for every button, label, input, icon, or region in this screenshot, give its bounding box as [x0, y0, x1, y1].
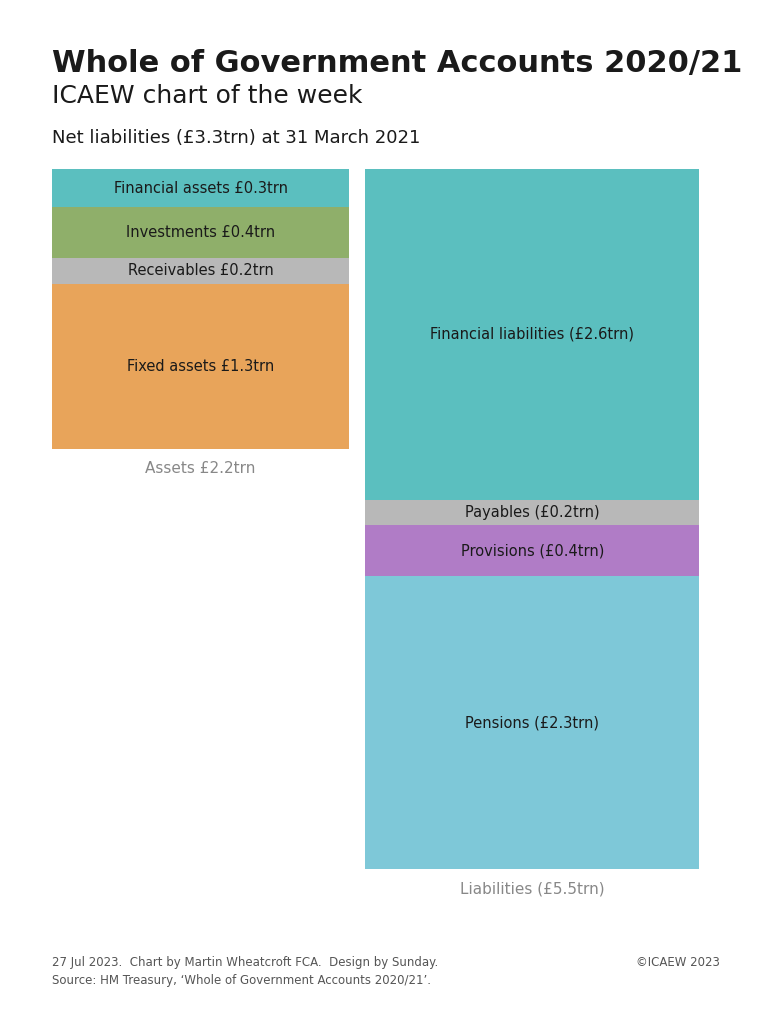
Bar: [52, 169, 349, 207]
Text: Provisions (£0.4trn): Provisions (£0.4trn): [461, 544, 604, 558]
Bar: [52, 207, 349, 258]
Bar: [366, 525, 699, 577]
Text: Financial assets £0.3trn: Financial assets £0.3trn: [114, 180, 288, 196]
Bar: [366, 500, 699, 525]
Text: ICAEW chart of the week: ICAEW chart of the week: [52, 84, 362, 108]
Bar: [52, 258, 349, 284]
Text: Fixed assets £1.3trn: Fixed assets £1.3trn: [127, 358, 274, 374]
Text: Assets £2.2trn: Assets £2.2trn: [145, 461, 256, 476]
Bar: [366, 577, 699, 869]
Text: Net liabilities (£3.3trn) at 31 March 2021: Net liabilities (£3.3trn) at 31 March 20…: [52, 129, 420, 147]
Text: Liabilities (£5.5trn): Liabilities (£5.5trn): [460, 881, 604, 896]
Text: Payables (£0.2trn): Payables (£0.2trn): [465, 505, 600, 520]
Text: Investments £0.4trn: Investments £0.4trn: [126, 225, 275, 241]
Text: ©ICAEW 2023: ©ICAEW 2023: [636, 956, 720, 969]
Text: Pensions (£2.3trn): Pensions (£2.3trn): [465, 715, 599, 730]
Text: Whole of Government Accounts 2020/21: Whole of Government Accounts 2020/21: [52, 49, 743, 78]
Text: Receivables £0.2trn: Receivables £0.2trn: [127, 263, 273, 279]
Bar: [52, 284, 349, 449]
Text: Financial liabilities (£2.6trn): Financial liabilities (£2.6trn): [430, 327, 634, 342]
Text: 27 Jul 2023.  Chart by Martin Wheatcroft FCA.  Design by Sunday.
Source: HM Trea: 27 Jul 2023. Chart by Martin Wheatcroft …: [52, 956, 439, 987]
Bar: [366, 169, 699, 500]
